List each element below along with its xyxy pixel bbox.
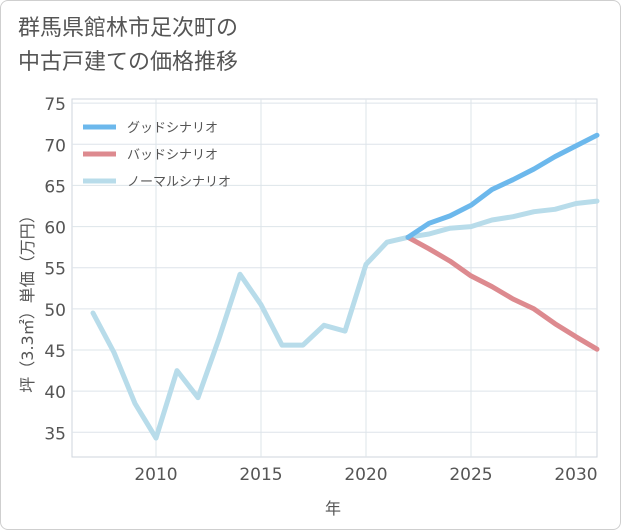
y-tick-label: 70 <box>44 136 66 156</box>
y-tick-label: 45 <box>44 342 66 362</box>
y-tick-label: 60 <box>44 219 66 239</box>
y-tick-label: 65 <box>44 177 66 197</box>
y-tick-label: 40 <box>44 383 66 403</box>
legend-item-2[interactable]: ノーマルシナリオ <box>83 175 231 190</box>
series-line-2 <box>90 198 600 441</box>
x-tick-label: 2015 <box>239 465 282 485</box>
x-axis-label: 年 <box>325 499 341 518</box>
y-tick-label: 35 <box>44 424 66 444</box>
series-lines <box>90 132 600 441</box>
chart-title: 群馬県館林市足次町の 中古戸建ての価格推移 <box>18 12 238 80</box>
series-line-1 <box>405 234 600 352</box>
legend-label: グッドシナリオ <box>127 121 218 136</box>
legend-label: バッドシナリオ <box>127 148 218 163</box>
legend-item-0[interactable]: グッドシナリオ <box>83 121 218 136</box>
chart-title-line-2: 中古戸建ての価格推移 <box>18 50 239 75</box>
y-tick-label: 75 <box>44 95 66 115</box>
x-tick-label: 2010 <box>134 465 177 485</box>
x-tick-label: 2025 <box>449 465 492 485</box>
y-tick-label: 55 <box>44 260 66 280</box>
x-axis-ticks: 2010 2015 2020 2025 2030 <box>134 465 597 485</box>
plot-area <box>71 98 598 458</box>
y-axis-ticks: 35 40 45 50 55 60 65 70 75 <box>44 95 66 444</box>
chart-title-line-1: 群馬県館林市足次町の <box>18 16 239 41</box>
y-axis-label: 坪（3.3㎡）単価（万円） <box>18 207 37 392</box>
x-tick-label: 2020 <box>344 465 387 485</box>
y-tick-label: 50 <box>44 301 66 321</box>
legend-label: ノーマルシナリオ <box>127 175 231 190</box>
grid-lines <box>72 99 597 457</box>
legend-item-1[interactable]: バッドシナリオ <box>83 148 218 163</box>
series-line-0 <box>405 132 600 240</box>
x-tick-label: 2030 <box>554 465 597 485</box>
